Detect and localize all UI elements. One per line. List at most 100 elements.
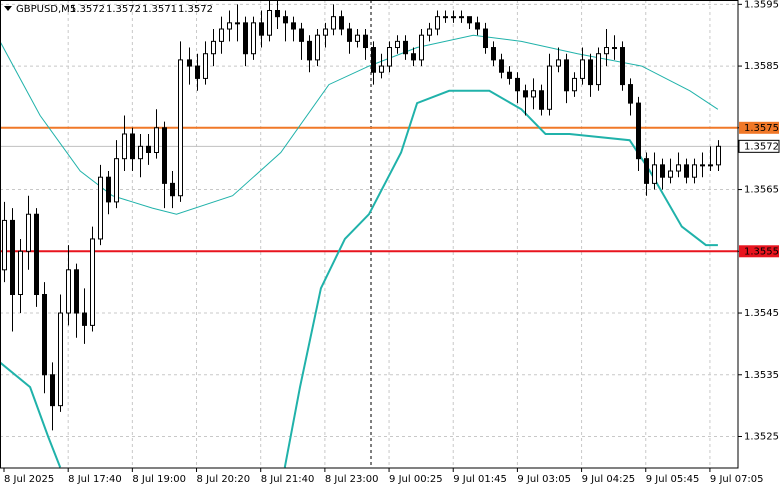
candle-body <box>195 65 200 79</box>
candle-body <box>74 269 79 314</box>
x-tick-label: 9 Jul 03:05 <box>517 474 571 485</box>
y-tick-label: 1.3525 <box>744 432 779 443</box>
candle-body <box>235 22 240 25</box>
candle-body <box>146 145 151 154</box>
candle-body <box>98 176 103 240</box>
candle-body <box>716 145 721 166</box>
plot-frame <box>0 0 739 469</box>
candle-body <box>636 102 641 160</box>
candle-body <box>708 164 713 167</box>
candle-body <box>427 28 432 36</box>
candle-body <box>652 164 657 184</box>
candle-body <box>612 47 617 50</box>
candle-body <box>154 127 159 154</box>
x-tick-label: 8 Jul 2025 <box>4 474 54 485</box>
candle-body <box>275 9 280 18</box>
menu-icon[interactable] <box>4 6 12 11</box>
x-tick-label: 8 Jul 23:00 <box>325 474 379 485</box>
level-label: 1.3575 <box>744 123 779 134</box>
candle-body <box>379 65 384 73</box>
x-tick-label: 9 Jul 00:25 <box>389 474 443 485</box>
y-tick-label: 1.3535 <box>744 370 779 381</box>
candle-body <box>323 28 328 36</box>
candle-body <box>259 22 264 36</box>
candle-body <box>203 53 208 79</box>
candle-body <box>34 213 39 296</box>
header-value: 1.3572 <box>106 4 141 15</box>
candle-body <box>307 40 312 61</box>
candle-body <box>363 34 368 49</box>
x-tick-label: 8 Jul 21:40 <box>261 474 315 485</box>
x-tick-label: 9 Jul 07:05 <box>710 474 764 485</box>
candle-body <box>628 84 633 104</box>
candle-body <box>315 34 320 61</box>
candle-body <box>475 22 480 30</box>
candle-body <box>499 59 504 73</box>
candle-body <box>82 312 87 326</box>
candle-body <box>531 90 536 98</box>
candle-body <box>684 164 689 178</box>
axes: 1.3595 1.3585 1.3575 1.3565 1.3555 1.3545 1.35… <box>3 0 780 485</box>
candle-body <box>42 294 47 376</box>
y-tick-label: 1.3595 <box>744 0 779 10</box>
candle-body <box>539 90 544 110</box>
chart-title: GBPUSD,M5 <box>16 4 76 15</box>
candle-body <box>515 77 520 92</box>
candle-body <box>243 22 248 55</box>
level-label: 1.3555 <box>744 246 779 257</box>
candle-body <box>580 59 585 79</box>
candle-body <box>572 77 577 92</box>
candle-body <box>10 219 15 296</box>
candle-body <box>483 28 488 49</box>
candle-body <box>58 312 63 407</box>
candle-body <box>347 28 352 42</box>
candle-body <box>556 59 561 67</box>
candle-body <box>660 164 665 178</box>
candle-body <box>178 59 183 197</box>
candle-body <box>604 47 609 55</box>
candle-body <box>187 59 192 67</box>
candle-body <box>507 71 512 79</box>
candle-body <box>523 90 528 98</box>
candle-body <box>692 164 697 178</box>
candle-body <box>291 22 296 30</box>
x-tick-label: 9 Jul 04:25 <box>582 474 636 485</box>
candle-body <box>219 28 224 42</box>
candle-body <box>331 16 336 30</box>
x-tick-label: 9 Jul 01:45 <box>453 474 507 485</box>
candle-body <box>700 164 705 167</box>
header-value: 1.3571 <box>142 4 177 15</box>
candle-body <box>18 250 23 296</box>
header-value: 1.3572 <box>178 4 213 15</box>
candle-body <box>644 158 649 184</box>
candle-body <box>451 16 456 19</box>
level-label: 1.3572 <box>744 141 779 152</box>
candle-body <box>547 65 552 110</box>
candle-body <box>596 53 601 86</box>
candle-body <box>371 47 376 73</box>
candle-body <box>138 145 143 160</box>
candle-body <box>467 16 472 24</box>
candle-body <box>162 127 167 184</box>
candle-body <box>564 59 569 92</box>
candle-body <box>339 16 344 30</box>
candle-body <box>66 269 71 314</box>
candle-body <box>411 53 416 61</box>
candle-body <box>90 238 95 326</box>
candle-body <box>491 47 496 61</box>
candle-body <box>114 158 119 203</box>
candle-body <box>130 133 135 160</box>
candle-body <box>211 40 216 55</box>
y-tick-label: 1.3565 <box>744 185 779 196</box>
x-tick-label: 8 Jul 19:00 <box>132 474 186 485</box>
candle-body <box>419 34 424 61</box>
candle-body <box>106 176 111 203</box>
y-tick-label: 1.3585 <box>744 61 779 72</box>
candle-body <box>588 59 593 86</box>
candle-body <box>122 133 127 160</box>
header-value: 1.3572 <box>70 4 105 15</box>
candle-body <box>2 219 7 271</box>
candle-body <box>395 40 400 49</box>
